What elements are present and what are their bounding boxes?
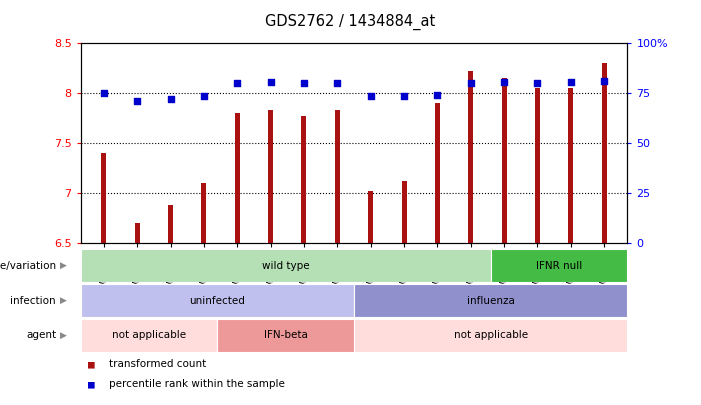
Text: ▶: ▶ xyxy=(60,296,67,305)
Bar xyxy=(335,110,340,243)
Bar xyxy=(601,62,606,243)
Point xyxy=(432,92,443,98)
Bar xyxy=(501,78,507,243)
Bar xyxy=(102,153,107,243)
Bar xyxy=(354,319,627,352)
Bar xyxy=(217,319,354,352)
Text: ▶: ▶ xyxy=(60,331,67,340)
Bar xyxy=(81,319,217,352)
Point xyxy=(299,79,310,86)
Text: ■: ■ xyxy=(88,359,95,369)
Bar xyxy=(235,113,240,243)
Point xyxy=(265,79,276,85)
Bar xyxy=(569,87,573,243)
Text: ■: ■ xyxy=(88,379,95,389)
Point xyxy=(98,90,109,96)
Point xyxy=(398,92,409,99)
Bar xyxy=(368,191,373,243)
Text: uninfected: uninfected xyxy=(189,296,245,305)
Bar xyxy=(402,181,407,243)
Point xyxy=(132,98,143,104)
Point xyxy=(532,79,543,86)
Text: genotype/variation: genotype/variation xyxy=(0,261,56,271)
Bar xyxy=(201,183,207,243)
Bar xyxy=(81,249,491,282)
Bar xyxy=(81,284,354,317)
Point xyxy=(332,79,343,86)
Text: not applicable: not applicable xyxy=(112,330,186,340)
Text: agent: agent xyxy=(26,330,56,340)
Point xyxy=(365,92,376,99)
Point xyxy=(498,79,510,85)
Bar xyxy=(468,70,473,243)
Point xyxy=(599,77,610,84)
Text: IFN-beta: IFN-beta xyxy=(264,330,308,340)
Bar xyxy=(301,116,306,243)
Text: infection: infection xyxy=(11,296,56,305)
Text: transformed count: transformed count xyxy=(109,359,206,369)
Point xyxy=(565,79,576,85)
Point xyxy=(465,79,476,86)
Bar xyxy=(268,110,273,243)
Text: IFNR null: IFNR null xyxy=(536,261,582,271)
Text: not applicable: not applicable xyxy=(454,330,528,340)
Text: GDS2762 / 1434884_at: GDS2762 / 1434884_at xyxy=(266,14,435,30)
Point xyxy=(198,92,210,99)
Point xyxy=(165,96,176,102)
Bar xyxy=(435,102,440,243)
Text: wild type: wild type xyxy=(262,261,309,271)
Point xyxy=(232,79,243,86)
Bar xyxy=(135,223,139,243)
Bar xyxy=(491,249,627,282)
Text: percentile rank within the sample: percentile rank within the sample xyxy=(109,379,285,389)
Text: influenza: influenza xyxy=(467,296,515,305)
Bar xyxy=(354,284,627,317)
Bar xyxy=(535,87,540,243)
Bar xyxy=(168,205,173,243)
Text: ▶: ▶ xyxy=(60,261,67,270)
